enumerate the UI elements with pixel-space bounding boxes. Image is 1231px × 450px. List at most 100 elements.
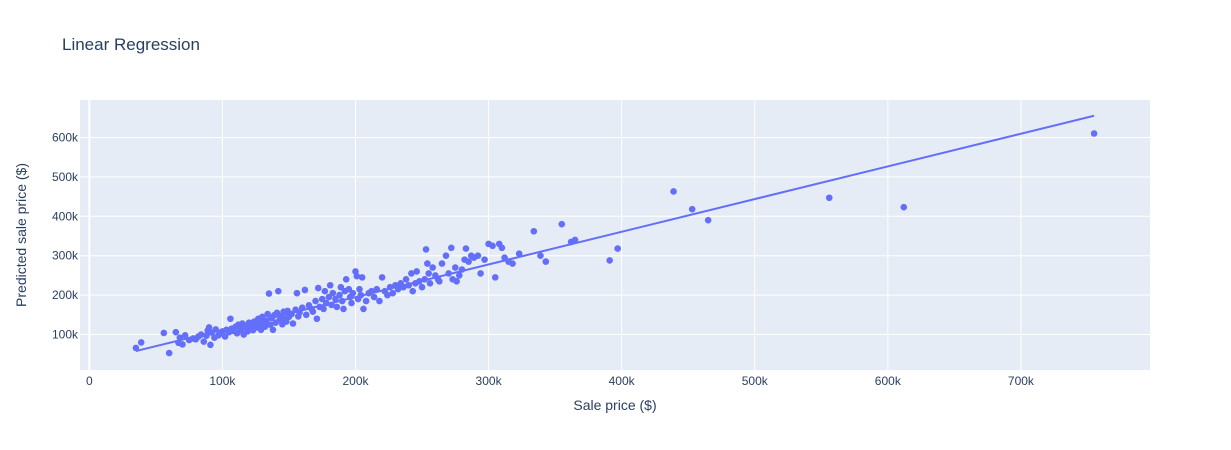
data-point[interactable] xyxy=(289,320,297,327)
data-point[interactable] xyxy=(301,286,309,294)
data-point[interactable] xyxy=(436,278,443,285)
data-point[interactable] xyxy=(386,283,394,291)
data-point[interactable] xyxy=(293,289,301,297)
data-point[interactable] xyxy=(329,289,337,297)
data-point[interactable] xyxy=(481,256,488,263)
data-point[interactable] xyxy=(418,283,426,291)
data-point[interactable] xyxy=(261,323,269,330)
data-point[interactable] xyxy=(421,276,428,283)
data-point[interactable] xyxy=(453,278,460,285)
data-point[interactable] xyxy=(537,252,544,259)
data-point[interactable] xyxy=(424,260,431,267)
data-point[interactable] xyxy=(451,264,459,271)
data-point[interactable] xyxy=(203,332,210,340)
data-point[interactable] xyxy=(353,272,361,280)
data-point[interactable] xyxy=(349,289,357,297)
data-point[interactable] xyxy=(200,338,208,345)
data-point[interactable] xyxy=(265,290,273,297)
data-point[interactable] xyxy=(212,326,220,333)
data-point[interactable] xyxy=(448,244,455,252)
data-point[interactable] xyxy=(340,305,347,313)
data-point[interactable] xyxy=(269,326,277,334)
data-point[interactable] xyxy=(571,236,579,244)
data-point[interactable] xyxy=(326,281,334,289)
data-point[interactable] xyxy=(425,270,432,277)
data-point[interactable] xyxy=(313,315,321,323)
data-point[interactable] xyxy=(357,291,365,299)
data-point[interactable] xyxy=(704,216,712,224)
data-point[interactable] xyxy=(477,270,484,277)
data-point[interactable] xyxy=(137,339,145,346)
data-point[interactable] xyxy=(373,285,381,293)
data-point[interactable] xyxy=(370,293,378,301)
data-point[interactable] xyxy=(176,334,184,341)
data-point[interactable] xyxy=(429,264,436,271)
data-point[interactable] xyxy=(197,331,205,338)
data-point[interactable] xyxy=(165,349,173,357)
data-point[interactable] xyxy=(509,260,516,267)
data-point[interactable] xyxy=(356,285,363,293)
data-point[interactable] xyxy=(1090,130,1098,137)
data-point[interactable] xyxy=(172,328,180,336)
data-point[interactable] xyxy=(348,299,355,307)
data-point[interactable] xyxy=(205,324,213,331)
data-point[interactable] xyxy=(445,270,452,277)
data-point[interactable] xyxy=(462,245,470,252)
data-point[interactable] xyxy=(530,227,538,235)
data-point[interactable] xyxy=(515,250,523,258)
data-point[interactable] xyxy=(900,203,908,211)
data-point[interactable] xyxy=(606,257,613,264)
data-point[interactable] xyxy=(221,333,229,340)
data-point[interactable] xyxy=(338,297,346,305)
data-point[interactable] xyxy=(438,260,446,267)
data-point[interactable] xyxy=(394,285,402,293)
data-point[interactable] xyxy=(358,274,366,281)
data-point[interactable] xyxy=(409,287,417,295)
data-point[interactable] xyxy=(400,283,407,291)
data-point[interactable] xyxy=(376,297,383,305)
data-point[interactable] xyxy=(179,341,186,348)
data-point[interactable] xyxy=(298,304,306,312)
data-point[interactable] xyxy=(405,281,413,289)
data-point[interactable] xyxy=(267,321,274,328)
data-point[interactable] xyxy=(389,289,397,297)
data-point[interactable] xyxy=(288,310,295,318)
data-point[interactable] xyxy=(312,297,319,305)
data-point[interactable] xyxy=(489,242,496,250)
data-point[interactable] xyxy=(360,305,367,313)
data-point[interactable] xyxy=(408,270,415,277)
data-point[interactable] xyxy=(402,276,410,283)
data-point[interactable] xyxy=(132,344,140,352)
data-point[interactable] xyxy=(426,279,434,287)
data-point[interactable] xyxy=(181,332,189,339)
data-point[interactable] xyxy=(322,299,330,307)
data-point[interactable] xyxy=(328,301,335,309)
data-point[interactable] xyxy=(614,245,621,252)
data-point[interactable] xyxy=(442,252,450,259)
data-point[interactable] xyxy=(314,284,322,292)
data-point[interactable] xyxy=(416,278,423,285)
data-point[interactable] xyxy=(465,258,472,265)
data-point[interactable] xyxy=(474,252,482,259)
data-point[interactable] xyxy=(160,329,168,337)
data-point[interactable] xyxy=(688,205,696,213)
data-point[interactable] xyxy=(825,194,833,202)
data-point[interactable] xyxy=(491,274,499,281)
data-point[interactable] xyxy=(320,305,327,313)
data-point[interactable] xyxy=(302,311,310,319)
data-point[interactable] xyxy=(336,291,343,299)
data-point[interactable] xyxy=(458,266,466,273)
data-point[interactable] xyxy=(321,287,329,295)
data-point[interactable] xyxy=(455,272,463,279)
data-point[interactable] xyxy=(274,287,282,295)
data-point[interactable] xyxy=(413,268,421,275)
data-point[interactable] xyxy=(362,297,370,305)
data-point[interactable] xyxy=(368,287,375,295)
data-point[interactable] xyxy=(498,244,506,252)
data-point[interactable] xyxy=(333,303,341,311)
data-point[interactable] xyxy=(342,276,350,283)
data-point[interactable] xyxy=(227,315,234,323)
data-point[interactable] xyxy=(542,258,550,265)
data-point[interactable] xyxy=(378,274,386,281)
data-point[interactable] xyxy=(207,341,214,349)
